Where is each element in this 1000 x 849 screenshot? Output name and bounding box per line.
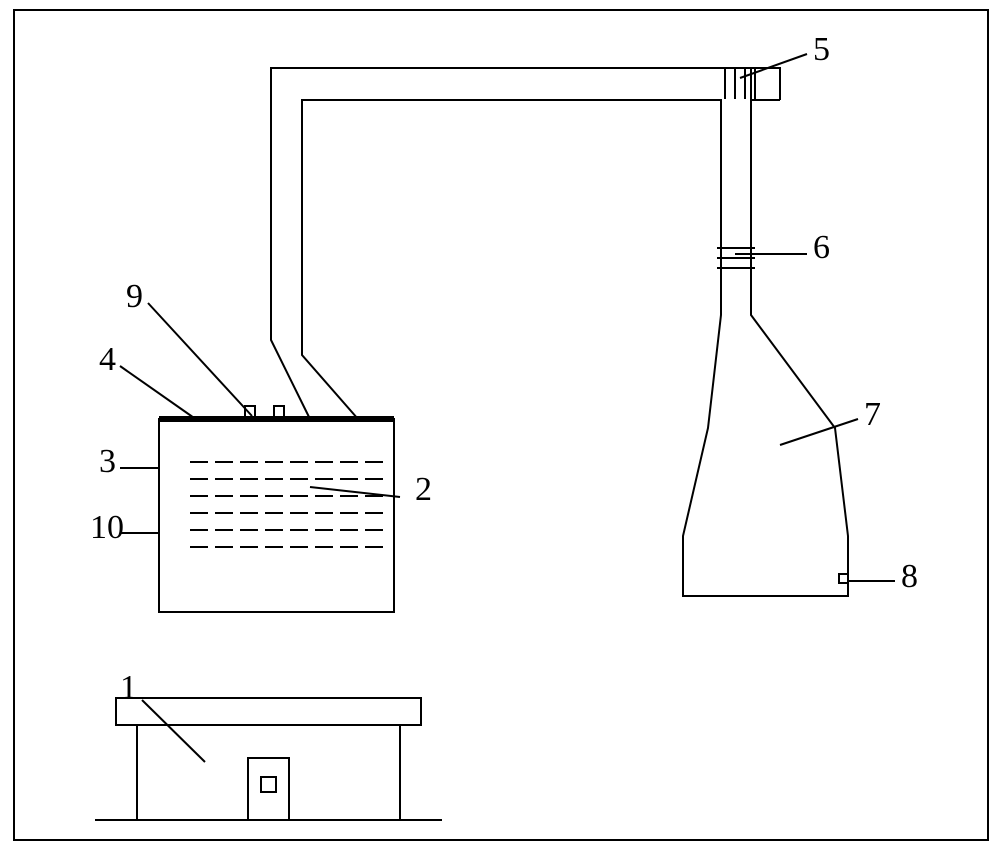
leader-line-7 xyxy=(780,419,858,445)
label-2: 2 xyxy=(415,471,432,508)
label-5: 5 xyxy=(813,31,830,68)
label-6: 6 xyxy=(813,229,830,266)
label-1: 1 xyxy=(120,669,137,706)
label-7: 7 xyxy=(864,396,881,433)
leader-line-5 xyxy=(740,54,807,78)
leader-line-1 xyxy=(142,700,205,762)
right-vessel xyxy=(683,285,848,596)
connecting-duct xyxy=(271,68,780,419)
label-8: 8 xyxy=(901,558,918,595)
labels: 1 2 3 4 5 6 7 8 9 10 xyxy=(90,31,918,706)
leader-line-9 xyxy=(148,303,252,416)
label-4: 4 xyxy=(99,341,116,378)
label-9: 9 xyxy=(126,278,143,315)
label-10: 10 xyxy=(90,509,124,546)
left-vessel xyxy=(159,406,394,612)
leader-lines xyxy=(120,54,895,762)
base-building xyxy=(95,698,442,820)
label-3: 3 xyxy=(99,443,116,480)
leader-line-4 xyxy=(120,366,197,420)
technical-diagram: 1 2 3 4 5 6 7 8 9 10 xyxy=(0,0,1000,849)
